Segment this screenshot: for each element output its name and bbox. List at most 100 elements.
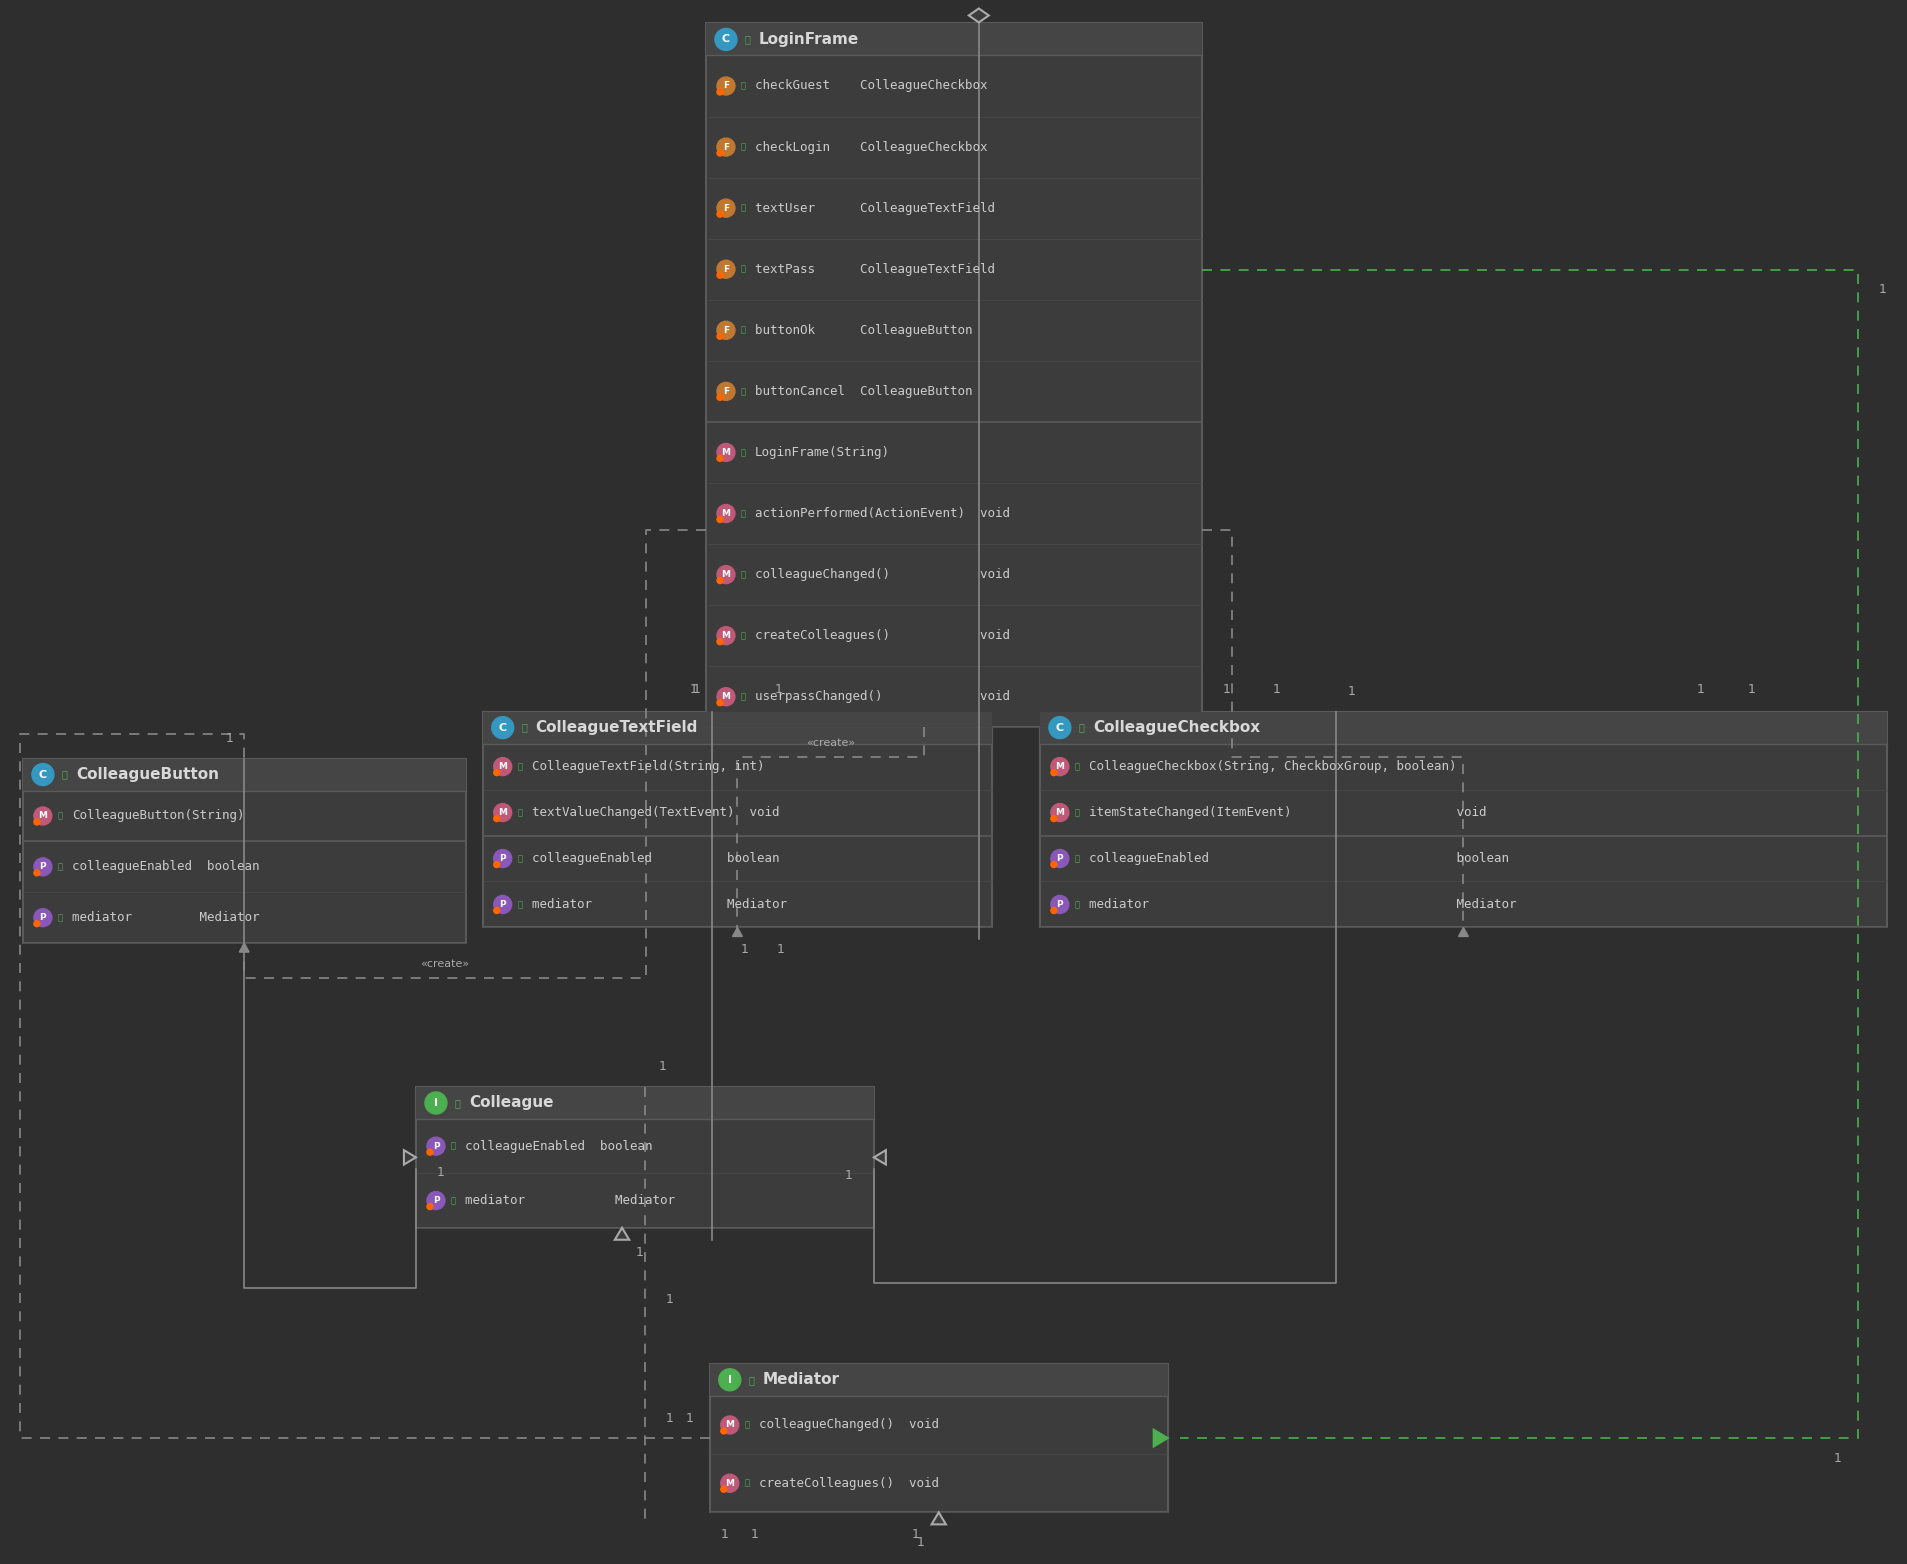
- Text: F: F: [723, 325, 728, 335]
- Circle shape: [717, 333, 723, 339]
- Bar: [482, 712, 992, 743]
- Text: M: M: [721, 447, 730, 457]
- Text: M: M: [38, 812, 48, 821]
- Circle shape: [721, 1486, 727, 1492]
- Text: ColleagueCheckbox: ColleagueCheckbox: [1093, 719, 1259, 735]
- Text: createColleagues()  void: createColleagues() void: [759, 1476, 938, 1490]
- Polygon shape: [1457, 927, 1468, 937]
- Circle shape: [1051, 769, 1056, 776]
- Text: 🔓: 🔓: [1074, 854, 1079, 863]
- Text: mediator                  Mediator: mediator Mediator: [532, 898, 786, 910]
- Text: 1: 1: [685, 1412, 694, 1425]
- Text: 🔓: 🔓: [740, 81, 746, 91]
- Circle shape: [717, 577, 723, 583]
- Text: P: P: [500, 899, 505, 909]
- Text: 🔓: 🔓: [517, 899, 523, 909]
- Text: M: M: [721, 632, 730, 640]
- Text: userpassChanged()             void: userpassChanged() void: [755, 690, 1009, 704]
- Text: ColleagueButton(String): ColleagueButton(String): [72, 810, 244, 823]
- Circle shape: [1051, 757, 1068, 776]
- Text: checkGuest    ColleagueCheckbox: checkGuest ColleagueCheckbox: [755, 80, 988, 92]
- Circle shape: [717, 688, 734, 705]
- Text: F: F: [723, 386, 728, 396]
- Circle shape: [717, 77, 734, 95]
- Circle shape: [494, 907, 500, 913]
- Text: colleagueEnabled                                 boolean: colleagueEnabled boolean: [1089, 852, 1508, 865]
- Circle shape: [427, 1192, 444, 1209]
- Circle shape: [34, 807, 51, 824]
- Text: 🔓: 🔓: [517, 809, 523, 816]
- Text: 1: 1: [437, 1165, 444, 1179]
- Polygon shape: [1154, 1429, 1167, 1447]
- Polygon shape: [969, 8, 988, 22]
- Text: 1: 1: [1222, 683, 1230, 696]
- Text: I: I: [433, 1098, 439, 1107]
- Bar: [23, 759, 465, 790]
- Text: F: F: [723, 264, 728, 274]
- Text: P: P: [433, 1196, 439, 1204]
- Circle shape: [34, 820, 40, 824]
- Bar: [706, 23, 1201, 727]
- Text: C: C: [1055, 723, 1064, 732]
- Text: buttonCancel  ColleagueButton: buttonCancel ColleagueButton: [755, 385, 973, 397]
- Text: F: F: [723, 203, 728, 213]
- Circle shape: [1051, 907, 1056, 913]
- Text: 🔓: 🔓: [450, 1142, 456, 1151]
- Text: P: P: [500, 854, 505, 863]
- Text: textUser      ColleagueTextField: textUser ColleagueTextField: [755, 202, 994, 214]
- Text: textPass      ColleagueTextField: textPass ColleagueTextField: [755, 263, 994, 275]
- Text: 1: 1: [1833, 1451, 1840, 1464]
- Text: 1: 1: [635, 1247, 643, 1259]
- Text: 🔓: 🔓: [521, 723, 528, 732]
- Text: itemStateChanged(ItemEvent)                      void: itemStateChanged(ItemEvent) void: [1089, 805, 1486, 820]
- Text: 1: 1: [751, 1528, 759, 1541]
- Polygon shape: [732, 927, 742, 937]
- Text: ColleagueTextField(String, int): ColleagueTextField(String, int): [532, 760, 765, 773]
- Circle shape: [717, 150, 723, 156]
- Circle shape: [717, 272, 723, 278]
- Text: 1: 1: [692, 683, 700, 696]
- Text: 🔓: 🔓: [1074, 899, 1079, 909]
- Circle shape: [717, 260, 734, 278]
- Circle shape: [1051, 896, 1068, 913]
- Circle shape: [717, 89, 723, 95]
- Circle shape: [494, 757, 511, 776]
- Circle shape: [34, 921, 40, 926]
- Text: Colleague: Colleague: [469, 1095, 553, 1110]
- Circle shape: [717, 138, 734, 156]
- Circle shape: [715, 28, 736, 50]
- Circle shape: [717, 699, 723, 705]
- Text: 1: 1: [690, 683, 698, 696]
- Text: 🔓: 🔓: [740, 508, 746, 518]
- Circle shape: [1049, 716, 1070, 738]
- Circle shape: [719, 1368, 740, 1390]
- Polygon shape: [931, 1512, 946, 1525]
- Circle shape: [1051, 862, 1056, 868]
- Text: 🔓: 🔓: [57, 913, 63, 923]
- Circle shape: [717, 627, 734, 644]
- Text: mediator         Mediator: mediator Mediator: [72, 912, 259, 924]
- Text: colleagueChanged()            void: colleagueChanged() void: [755, 568, 1009, 582]
- Text: 🔓: 🔓: [517, 762, 523, 771]
- Circle shape: [494, 815, 500, 821]
- Text: 1: 1: [1346, 685, 1354, 698]
- Polygon shape: [614, 1228, 629, 1240]
- Bar: [416, 1087, 873, 1228]
- Bar: [1039, 712, 1886, 743]
- Text: 🔓: 🔓: [61, 769, 69, 779]
- Text: 1: 1: [1878, 283, 1886, 296]
- Bar: [709, 1364, 1167, 1395]
- Text: 🔓: 🔓: [740, 632, 746, 640]
- Text: 🔓: 🔓: [57, 812, 63, 821]
- Circle shape: [494, 849, 511, 868]
- Text: M: M: [725, 1478, 734, 1487]
- Text: P: P: [433, 1142, 439, 1151]
- Circle shape: [494, 896, 511, 913]
- Text: 1: 1: [912, 1528, 919, 1541]
- Text: C: C: [38, 769, 48, 779]
- Polygon shape: [238, 943, 250, 952]
- Text: colleagueEnabled  boolean: colleagueEnabled boolean: [465, 1140, 652, 1153]
- Text: 1: 1: [1695, 683, 1703, 696]
- Circle shape: [34, 857, 51, 876]
- Circle shape: [717, 455, 723, 461]
